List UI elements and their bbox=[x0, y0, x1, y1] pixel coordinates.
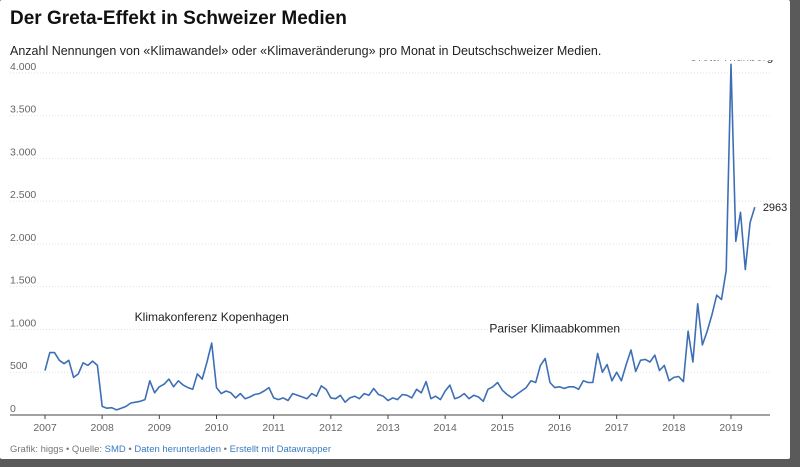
x-tick-label: 2011 bbox=[262, 422, 285, 434]
annotations: Klimakonferenz Kopenhagen Pariser Klimaab… bbox=[135, 60, 774, 336]
x-tick-label: 2016 bbox=[548, 422, 572, 434]
chart-subtitle: Anzahl Nennungen von «Klimawandel» oder … bbox=[10, 44, 602, 58]
x-tick-label: 2008 bbox=[90, 422, 114, 434]
y-tick-label: 0 bbox=[10, 403, 16, 415]
annotation-label: Klimakonferenz Kopenhagen bbox=[135, 310, 289, 324]
x-tick-label: 2013 bbox=[376, 422, 400, 434]
y-tick-label: 3.500 bbox=[10, 104, 36, 116]
x-tick-label: 2007 bbox=[33, 422, 57, 434]
x-tick-label: 2015 bbox=[491, 422, 515, 434]
datawrapper-link[interactable]: Erstellt mit Datawrapper bbox=[229, 444, 332, 455]
annotation-label: Greta Thunberg bbox=[689, 60, 774, 63]
y-tick-label: 3.000 bbox=[10, 146, 36, 158]
x-tick-label: 2019 bbox=[719, 422, 743, 434]
footer: Grafik: higgs • Quelle: SMD • Daten heru… bbox=[10, 444, 331, 455]
chart-card: Der Greta-Effekt in Schweizer Medien Anz… bbox=[0, 0, 790, 459]
y-tick-label: 4.000 bbox=[10, 61, 36, 73]
x-tick-label: 2010 bbox=[205, 422, 229, 434]
annotation-label: Pariser Klimaabkommen bbox=[489, 322, 620, 336]
y-tick-label: 2.500 bbox=[10, 189, 36, 201]
x-tick-label: 2017 bbox=[605, 422, 629, 434]
y-tick-label: 1.500 bbox=[10, 275, 36, 287]
y-tick-label: 1.000 bbox=[10, 317, 36, 329]
chart-title: Der Greta-Effekt in Schweizer Medien bbox=[10, 8, 347, 29]
y-axis-labels: 0 500 1.000 1.500 2.000 2.500 3.000 3.500 4.000 bbox=[10, 61, 36, 415]
x-axis-labels: 2007 2008 2009 2010 2011 2012 2013 2014 2015 2016… bbox=[33, 415, 743, 434]
download-data-link[interactable]: Daten herunterladen bbox=[134, 444, 222, 455]
x-tick-label: 2018 bbox=[662, 422, 686, 434]
x-tick-label: 2012 bbox=[319, 422, 343, 434]
footer-separator: • bbox=[221, 444, 230, 455]
footer-credit: Grafik: higgs • Quelle: bbox=[10, 444, 105, 455]
end-value-label: 2963 bbox=[763, 202, 787, 214]
source-link[interactable]: SMD bbox=[104, 444, 126, 455]
series-group: 2963 bbox=[44, 63, 787, 411]
line-chart: 05001.0001.5002.0002.5003.0003.5004.000 … bbox=[10, 60, 787, 434]
grid-lines bbox=[10, 72, 770, 416]
series-line bbox=[44, 63, 756, 411]
x-tick-label: 2009 bbox=[148, 422, 172, 434]
y-tick-label: 500 bbox=[10, 360, 28, 372]
footer-separator: • bbox=[125, 444, 135, 455]
x-tick-label: 2014 bbox=[433, 422, 457, 434]
y-tick-label: 2.000 bbox=[10, 232, 36, 244]
